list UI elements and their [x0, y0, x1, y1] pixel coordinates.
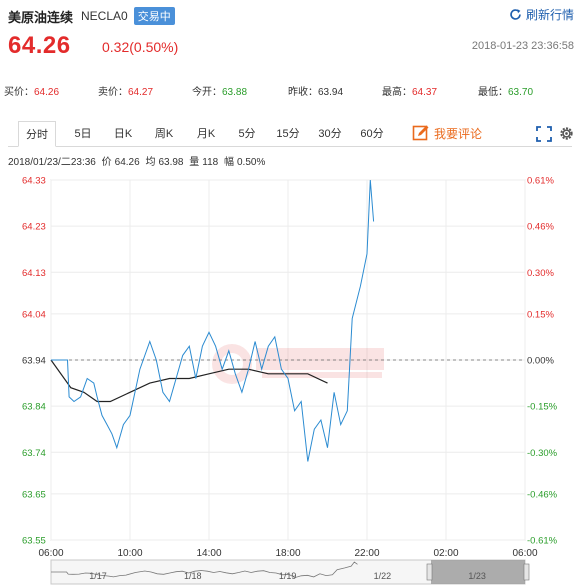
time-tick-label: 06:00: [512, 548, 537, 559]
refresh-icon: [510, 9, 521, 20]
last-price: 64.26: [8, 32, 71, 59]
prev-close-value: 63.94: [318, 87, 344, 98]
navigator-date-label: 1/17: [89, 571, 107, 581]
navigator-window[interactable]: [431, 560, 525, 584]
high-quote: 最高：64.37: [382, 83, 437, 98]
average-price-line: [50, 359, 328, 403]
percent-tick-label: -0.46%: [527, 489, 558, 500]
time-navigator[interactable]: 1/17 1/18 1/19 1/22 1/23: [50, 559, 530, 585]
price-tick-label: 63.74: [22, 448, 46, 459]
percent-tick-label: -0.30%: [527, 448, 558, 459]
percent-tick-label: 0.30%: [527, 268, 554, 279]
navigator-date-label: 1/23: [468, 571, 486, 581]
refresh-button[interactable]: 刷新行情: [509, 6, 574, 23]
navigator-date-labels: 1/17 1/18 1/19 1/22 1/23: [89, 571, 486, 581]
tab-monthly-k[interactable]: 月K: [196, 128, 216, 140]
navigator-handle-right[interactable]: [523, 563, 530, 581]
tab-daily-k[interactable]: 日K: [113, 128, 133, 140]
info-volume: 118: [202, 157, 219, 168]
tab-60-min[interactable]: 60分: [360, 128, 384, 140]
edit-icon: [412, 125, 429, 141]
crosshair-info: 2018/01/23/二23:36 价 64.26 均 63.98 量 118 幅 0.…: [8, 153, 268, 168]
time-tick-label: 10:00: [117, 548, 142, 559]
watermark: [212, 344, 384, 384]
open-quote: 今开：63.88: [192, 83, 247, 98]
time-tick-label: 02:00: [433, 548, 458, 559]
tab-weekly-k[interactable]: 周K: [154, 128, 174, 140]
info-price-label: 价: [101, 157, 112, 168]
bid-label: 买价：: [4, 87, 34, 98]
bid-value: 64.26: [34, 87, 60, 98]
navigator-handle-left[interactable]: [426, 563, 433, 581]
time-tick-label: 18:00: [275, 548, 300, 559]
info-avg-label: 均: [145, 157, 156, 168]
percent-tick-label: -0.61%: [527, 536, 558, 547]
price-tick-label: 63.55: [22, 536, 46, 547]
prev-close-quote: 昨收：63.94: [288, 83, 343, 98]
quote-timestamp: 2018-01-23 23:36:58: [471, 40, 574, 52]
instrument-code: NECLA0: [81, 9, 128, 23]
instrument-name: 美原油连续: [8, 9, 74, 25]
time-tick-label: 22:00: [354, 548, 379, 559]
tab-15-min[interactable]: 15分: [276, 128, 300, 140]
price-tick-label: 64.13: [22, 268, 46, 279]
intraday-chart[interactable]: 64.33 64.23 64.13 64.04 63.94 63.84 63.74 63.65…: [0, 168, 580, 587]
price-tick-label: 64.33: [22, 176, 46, 187]
price-line: [51, 179, 375, 462]
price-axis-labels: 64.33 64.23 64.13 64.04 63.94 63.84 63.74 63.65…: [22, 176, 46, 547]
tab-5-min[interactable]: 5分: [238, 128, 256, 140]
ask-value: 64.27: [128, 87, 154, 98]
percent-tick-label: 0.00%: [527, 356, 554, 367]
price-tick-label: 63.94: [22, 356, 46, 367]
title-bar: 美原油连续 NECLA0 交易中: [8, 6, 175, 26]
percent-tick-label: 0.61%: [527, 176, 554, 187]
tab-5-day[interactable]: 5日: [74, 128, 92, 140]
price-tick-label: 63.65: [22, 489, 46, 500]
price-tick-label: 64.23: [22, 222, 46, 233]
info-price: 64.26: [114, 157, 140, 168]
ask-label: 卖价：: [98, 87, 128, 98]
percent-axis-labels: 0.61% 0.46% 0.30% 0.15% 0.00% -0.15% -0.30% -0.…: [527, 176, 558, 547]
high-value: 64.37: [412, 87, 438, 98]
navigator-date-label: 1/19: [279, 571, 297, 581]
tab-intraday[interactable]: 分时: [18, 121, 56, 147]
bid-quote: 买价：64.26: [4, 83, 59, 98]
time-axis-labels: 06:00 10:00 14:00 18:00 22:00 02:00 06:00: [38, 548, 537, 559]
percent-tick-label: -0.15%: [527, 402, 558, 413]
navigator-line: [51, 561, 358, 579]
low-label: 最低：: [478, 87, 508, 98]
info-range-label: 幅: [224, 157, 234, 168]
price-summary: 64.26 0.32(0.50%) 2018-01-23 23:36:58: [8, 32, 574, 60]
percent-tick-label: 0.46%: [527, 222, 554, 233]
price-change: 0.32(0.50%): [102, 39, 179, 55]
percent-tick-label: 0.15%: [527, 309, 554, 320]
open-value: 63.88: [222, 87, 248, 98]
comment-button[interactable]: 我要评论: [412, 124, 482, 142]
info-avg: 63.98: [158, 157, 184, 168]
time-tick-label: 06:00: [38, 548, 63, 559]
open-label: 今开：: [192, 87, 222, 98]
chart-period-tabs: 分时 5日 日K 周K 月K 5分 15分 30分 60分 我要评论: [8, 121, 575, 147]
navigator-date-label: 1/22: [374, 571, 392, 581]
time-tick-label: 14:00: [196, 548, 221, 559]
gear-icon[interactable]: [558, 125, 575, 142]
quote-details: 买价：64.26 卖价：64.27 今开：63.88 昨收：63.94 最高：6…: [0, 83, 580, 99]
fullscreen-icon[interactable]: [536, 126, 552, 142]
price-tick-label: 64.04: [22, 309, 46, 320]
refresh-label: 刷新行情: [525, 8, 574, 22]
prev-close-label: 昨收：: [288, 87, 318, 98]
info-range: 0.50%: [237, 157, 266, 168]
high-label: 最高：: [382, 87, 412, 98]
trading-status-badge: 交易中: [133, 7, 175, 25]
price-tick-label: 63.84: [22, 402, 46, 413]
info-volume-label: 量: [189, 157, 200, 168]
low-value: 63.70: [508, 87, 534, 98]
tab-30-min[interactable]: 30分: [318, 128, 342, 140]
ask-quote: 卖价：64.27: [98, 83, 153, 98]
info-datetime: 2018/01/23/二23:36: [8, 157, 96, 168]
comment-label: 我要评论: [434, 126, 483, 141]
navigator-date-label: 1/18: [184, 571, 202, 581]
low-quote: 最低：63.70: [478, 83, 533, 98]
